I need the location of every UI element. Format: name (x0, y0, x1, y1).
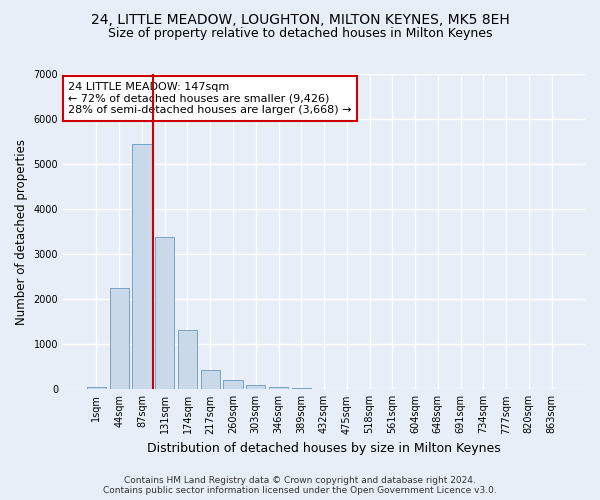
Bar (200, 370, 220, 390)
Text: 24 LITTLE MEADOW: 147sqm
← 72% of detached houses are smaller (9,426)
28% of sem: 24 LITTLE MEADOW: 147sqm ← 72% of detach… (68, 82, 352, 115)
Bar (178, 330, 197, 390)
Text: Contains HM Land Registry data © Crown copyright and database right 2024.
Contai: Contains HM Land Registry data © Crown c… (103, 476, 497, 495)
Bar (292, 388, 311, 390)
Bar (246, 384, 265, 390)
Bar (223, 380, 242, 390)
Bar (132, 144, 152, 390)
Bar (110, 288, 129, 390)
Y-axis label: Number of detached properties: Number of detached properties (15, 138, 28, 324)
Bar (269, 387, 288, 390)
Bar (87, 386, 106, 390)
Text: 24, LITTLE MEADOW, LOUGHTON, MILTON KEYNES, MK5 8EH: 24, LITTLE MEADOW, LOUGHTON, MILTON KEYN… (91, 12, 509, 26)
Text: Size of property relative to detached houses in Milton Keynes: Size of property relative to detached ho… (108, 28, 492, 40)
X-axis label: Distribution of detached houses by size in Milton Keynes: Distribution of detached houses by size … (147, 442, 501, 455)
Bar (155, 237, 175, 390)
